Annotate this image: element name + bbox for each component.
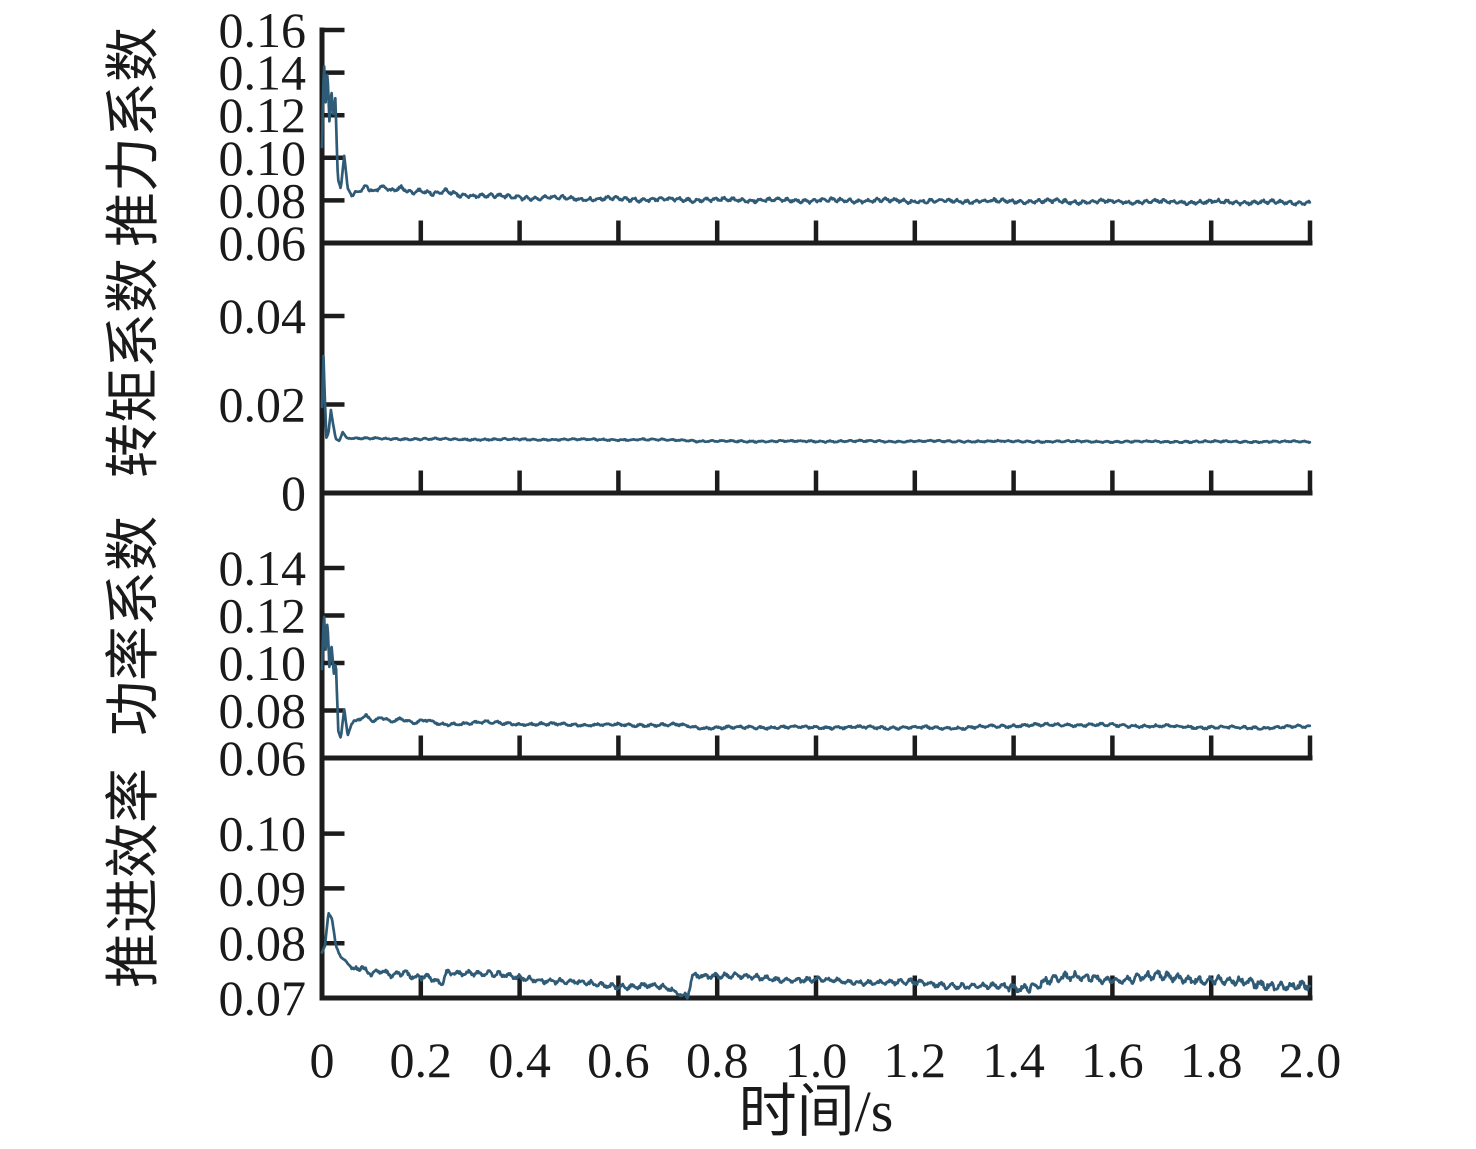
x-tick-label: 1.0 [785, 1032, 848, 1088]
y-tick-label: 0.08 [219, 172, 307, 228]
x-tick-label: 0.4 [488, 1032, 551, 1088]
series-line-subplot-1 [320, 65, 1312, 207]
y-tick-label: 0.14 [219, 45, 307, 101]
series-layer [320, 65, 1312, 1000]
x-tick-label: 0.2 [390, 1032, 453, 1088]
x-tick-label: 1.8 [1180, 1032, 1243, 1088]
series-line-subplot-4 [320, 911, 1312, 1000]
y-tick-label: 0.08 [219, 683, 307, 739]
series-line-subplot-3 [320, 615, 1312, 739]
x-tick-label: 0.6 [587, 1032, 650, 1088]
x-tick-label: 1.2 [884, 1032, 947, 1088]
tick-label-layer: 0.060.080.100.120.140.1600.020.040.060.0… [219, 2, 1342, 1088]
y-tick-label: 0.06 [219, 215, 307, 271]
x-tick-label: 0.8 [686, 1032, 749, 1088]
x-tick-label: 2.0 [1279, 1032, 1342, 1088]
axes-layer [319, 27, 1313, 1001]
y-tick-label: 0.12 [219, 588, 307, 644]
y-axis-label-power-coefficient: 功率系数 [103, 516, 164, 736]
y-axis-label-propulsive-efficiency: 推进效率 [103, 768, 164, 988]
y-tick-label: 0.12 [219, 87, 307, 143]
y-tick-label: 0.10 [219, 806, 307, 862]
y-tick-label: 0.14 [219, 540, 307, 596]
y-tick-label: 0.04 [219, 288, 307, 344]
y-axis-label-thrust-coefficient: 推力系数 [103, 27, 164, 247]
y-axis-label-torque-coefficient: 转矩系数 [103, 258, 164, 478]
y-tick-label: 0.10 [219, 635, 307, 691]
y-tick-label: 0 [281, 465, 306, 521]
y-tick-label: 0.09 [219, 860, 307, 916]
y-tick-label: 0.07 [219, 970, 307, 1026]
x-axis-label-time: 时间/s [739, 1079, 894, 1144]
y-tick-label: 0.10 [219, 130, 307, 186]
series-line-subplot-2 [320, 354, 1312, 445]
y-tick-label: 0.08 [219, 915, 307, 971]
x-tick-label: 1.6 [1081, 1032, 1144, 1088]
x-tick-label: 1.4 [982, 1032, 1045, 1088]
y-tick-label: 0.06 [219, 730, 307, 786]
y-tick-label: 0.02 [219, 377, 307, 433]
y-tick-label: 0.16 [219, 2, 307, 58]
x-tick-label: 0 [310, 1032, 335, 1088]
